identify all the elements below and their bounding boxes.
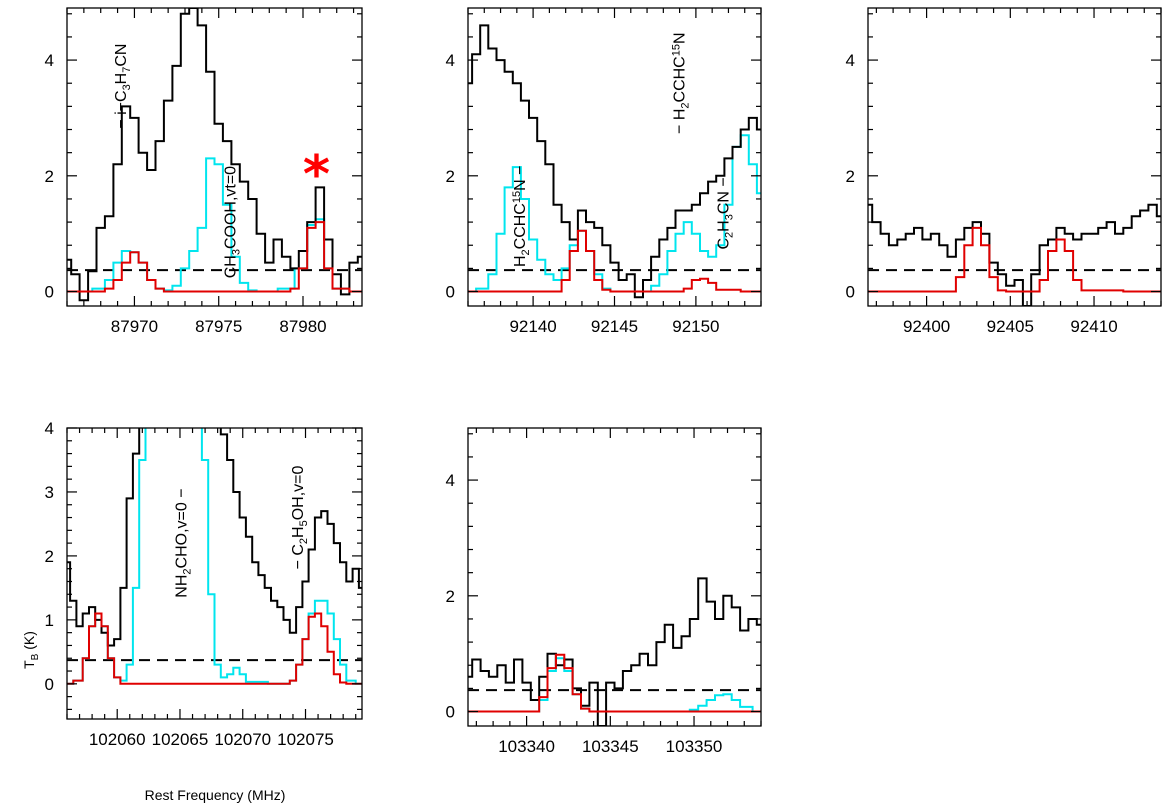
panel-frame <box>66 7 363 307</box>
x-tick-label: 92410 <box>1070 317 1117 336</box>
plot-area <box>868 203 1161 306</box>
y-tick-label: 1 <box>45 611 54 630</box>
molecule-label: CH3COOH,vt=0 <box>223 166 243 278</box>
x-tick-label: 92405 <box>987 317 1034 336</box>
y-tick-label: 4 <box>446 471 455 490</box>
molecule-label: H2CCHC15N − <box>511 166 532 267</box>
series-model-total <box>67 428 362 685</box>
y-tick-label: 2 <box>846 167 855 186</box>
x-tick-label: 87980 <box>279 317 326 336</box>
red-star-marker: * <box>303 145 330 205</box>
x-tick-label: 103340 <box>498 737 555 756</box>
spectrum-panel-4: 102060 102065 102070 102075 0 1 2 3 4 NH2CHO,v=0 … <box>45 419 363 749</box>
series-observed <box>468 577 761 726</box>
x-tick-label: 102075 <box>277 730 334 749</box>
y-tick-label: 4 <box>446 51 455 70</box>
x-tick-label: 87970 <box>111 317 158 336</box>
series-observed <box>67 428 362 647</box>
y-tick-label: 0 <box>45 283 54 302</box>
x-tick-label: 103350 <box>666 737 723 756</box>
y-axis-title: TB (K) <box>21 631 41 669</box>
y-tick-label: 4 <box>45 51 54 70</box>
x-axis-title: Rest Frequency (MHz) <box>145 787 286 803</box>
series-model-species <box>468 229 761 293</box>
x-tick-label: 92150 <box>672 317 719 336</box>
panel-frame <box>467 427 762 727</box>
y-tick-label: 0 <box>45 675 54 694</box>
series-model-species <box>468 653 761 713</box>
x-tick-label: 103345 <box>582 737 639 756</box>
molecule-label: C2H3CN − <box>715 177 735 249</box>
y-tick-label: 4 <box>846 51 855 70</box>
x-tick-label: 92145 <box>591 317 638 336</box>
series-observed <box>868 203 1161 306</box>
y-axis-title-unit: (K) <box>21 631 37 654</box>
plot-area <box>67 428 362 685</box>
y-tick-label: 3 <box>45 483 54 502</box>
y-tick-label: 2 <box>45 167 54 186</box>
molecule-label: − H2CCHC15N <box>671 32 692 134</box>
y-tick-label: 2 <box>446 167 455 186</box>
panel-frame <box>867 7 1162 307</box>
series-observed <box>468 24 761 299</box>
y-tick-label: 2 <box>45 547 54 566</box>
x-tick-label: 92140 <box>509 317 556 336</box>
series-observed <box>67 8 362 302</box>
x-tick-label: 87975 <box>195 317 242 336</box>
molecule-label: NH2CHO,v=0 − <box>173 488 193 597</box>
molecule-label: − C2H5OH,v=0 <box>290 465 310 569</box>
plot-area <box>67 8 362 302</box>
x-tick-label: 92400 <box>903 317 950 336</box>
y-tick-label: 0 <box>446 703 455 722</box>
spectrum-panel-2: 92140 92145 92150 0 2 4 H2CCHC15N − − H2CCHC15N… <box>446 7 762 336</box>
y-axis-title-symbol: T <box>21 660 37 669</box>
x-tick-label: 102065 <box>152 730 209 749</box>
spectrum-panel-5: 103340 103345 103350 0 2 4 <box>446 427 762 756</box>
y-axis-title-subscript: B <box>30 653 41 660</box>
series-model-species <box>868 226 1161 293</box>
spectrum-panel-1: 87970 87975 87980 0 2 4 − i−C3H7CN CH3COOH,vt=0… <box>45 7 363 336</box>
panel-frame <box>66 427 363 720</box>
y-tick-label: 0 <box>446 283 455 302</box>
series-model-species <box>67 221 362 293</box>
y-tick-label: 4 <box>45 419 54 438</box>
x-tick-label: 102060 <box>89 730 146 749</box>
plot-area <box>468 24 761 299</box>
x-tick-label: 102070 <box>214 730 271 749</box>
svg-text:TB (K): TB (K) <box>21 631 41 669</box>
spectrum-panel-3: 92400 92405 92410 0 2 4 <box>846 7 1162 336</box>
series-model-species <box>67 612 362 685</box>
plot-area <box>468 577 761 726</box>
y-tick-label: 0 <box>846 283 855 302</box>
molecule-label: − i−C3H7CN <box>113 44 133 129</box>
y-tick-label: 2 <box>446 587 455 606</box>
